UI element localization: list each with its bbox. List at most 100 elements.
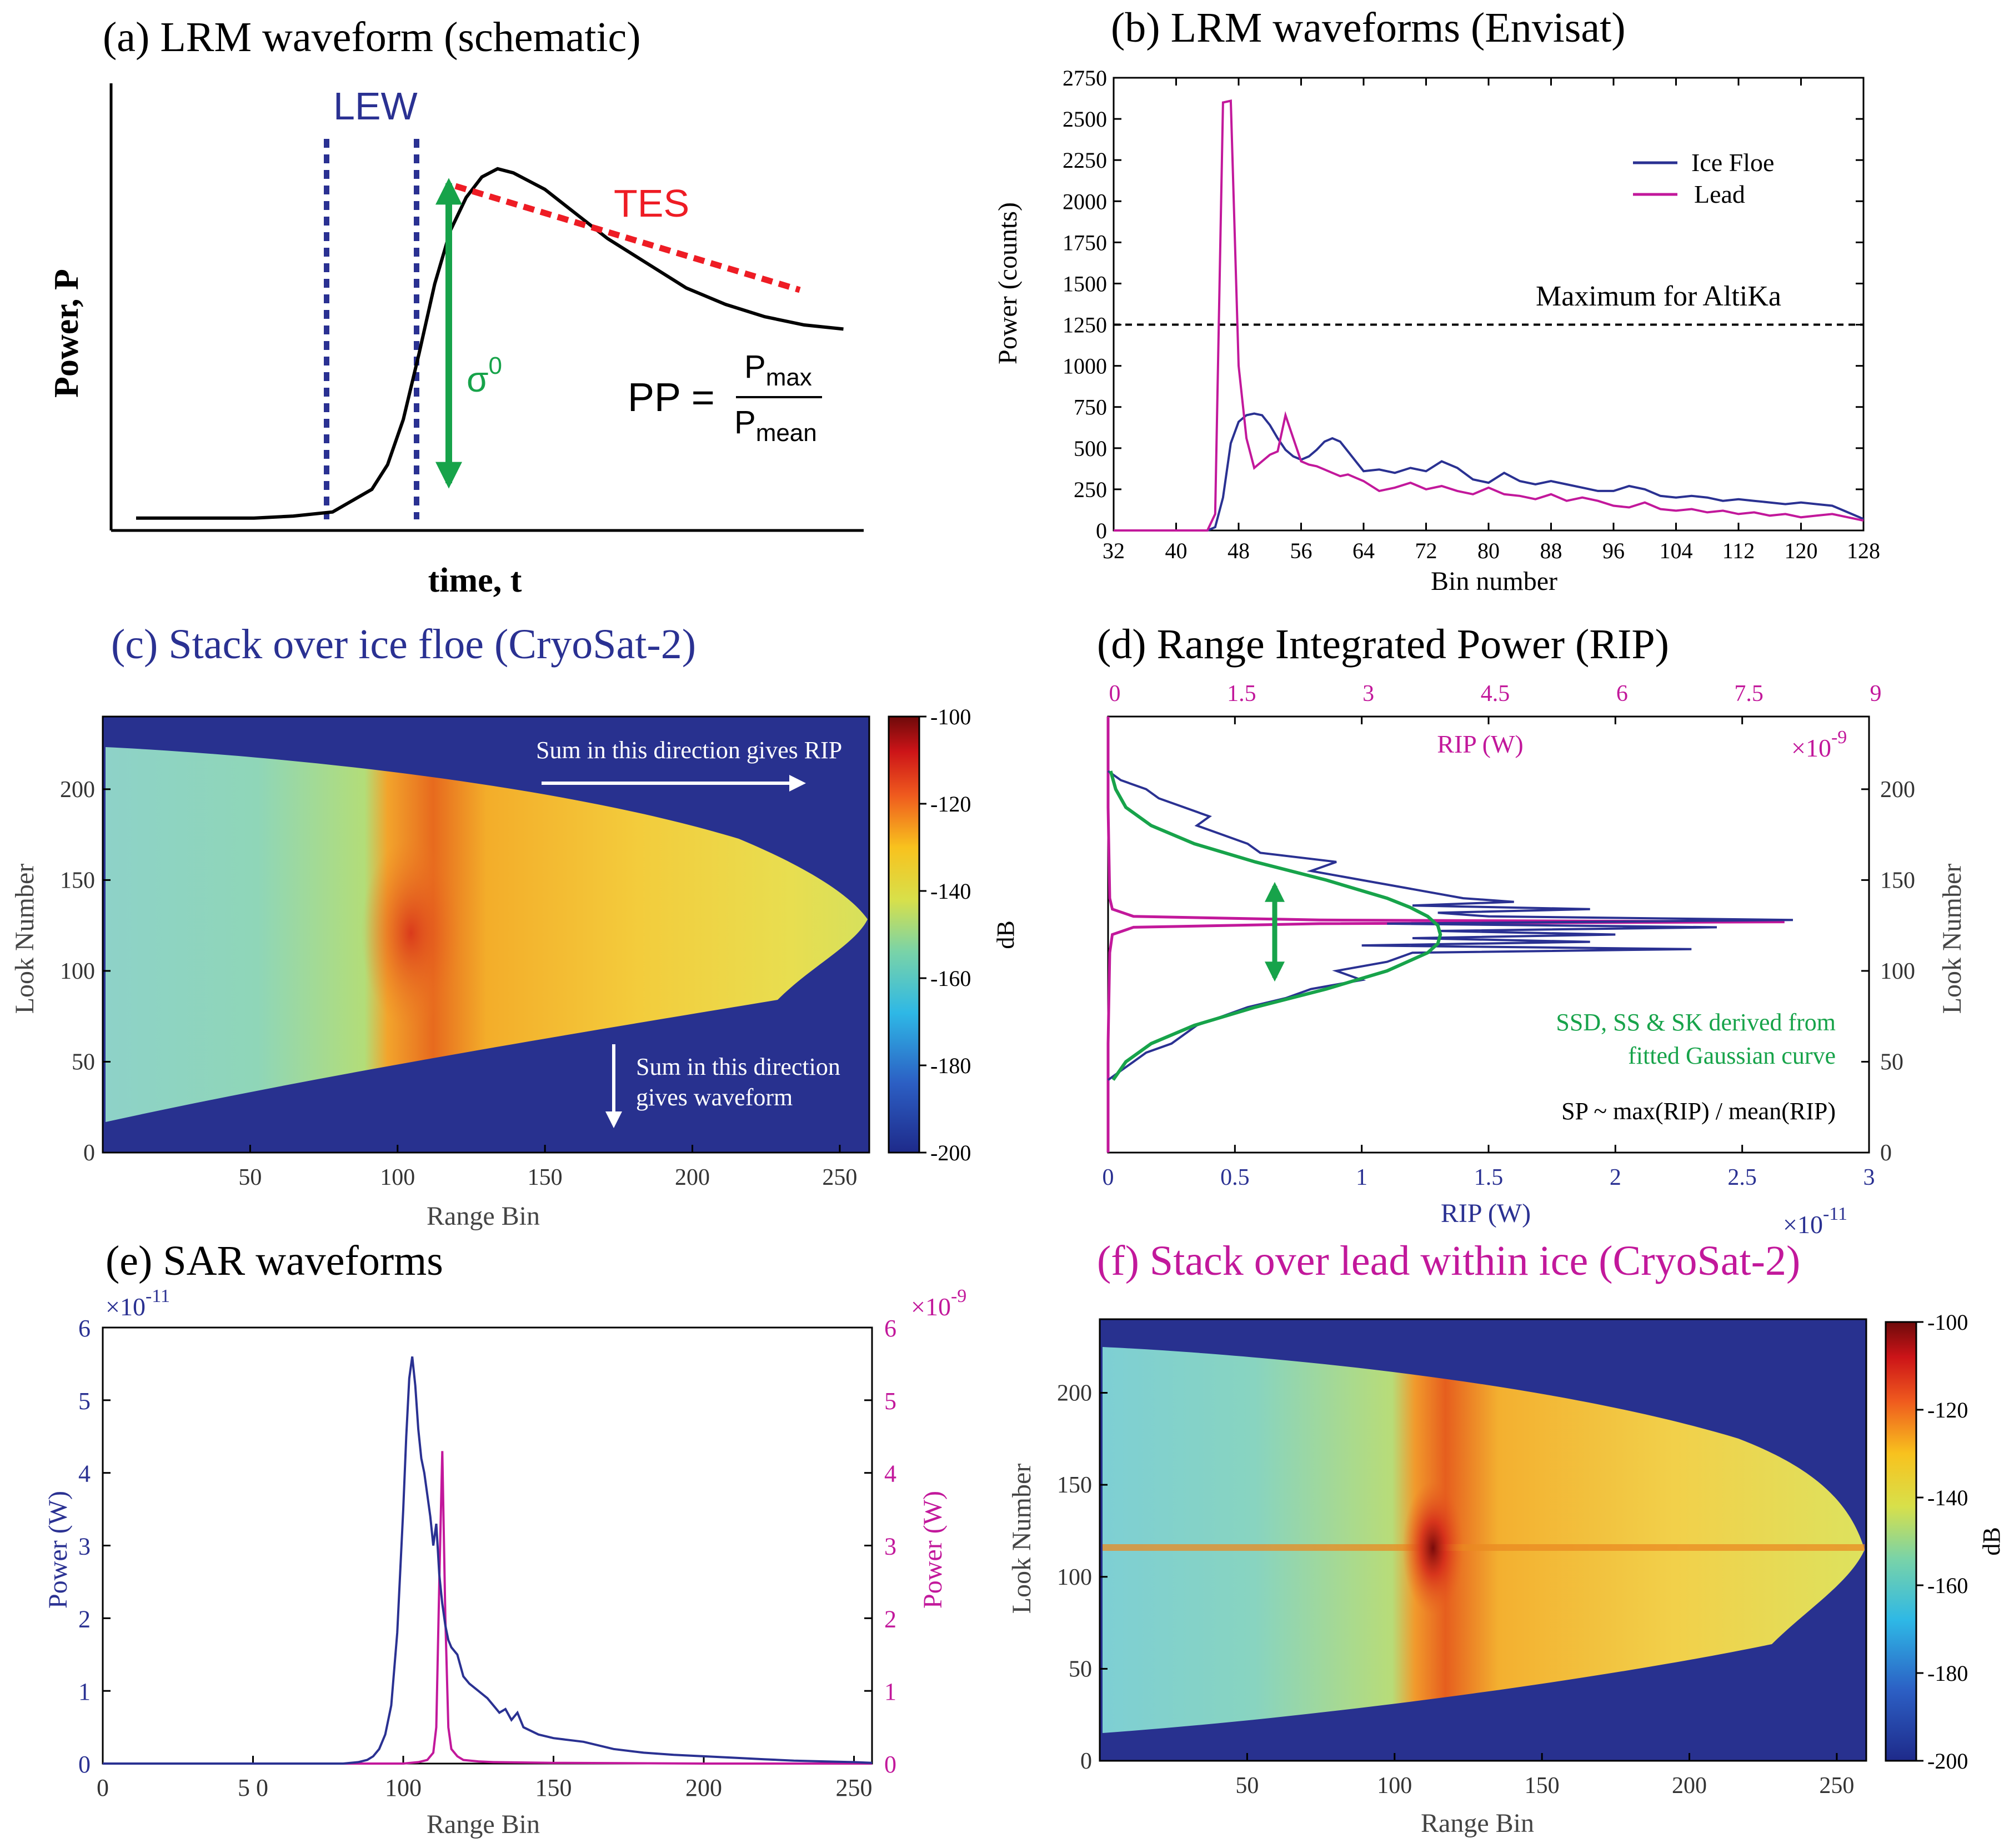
panel-b-y-tick-label: 1000 — [1063, 354, 1107, 379]
panel-f-colorbar-tick-label: -100 — [1927, 1310, 1968, 1335]
panel-d-bottom-tick-label: 0.5 — [1220, 1165, 1250, 1190]
panel-e-left-scale: ×10-11 — [106, 1286, 170, 1321]
panel-c-y-ticks: 0 50 100 150 200 — [60, 777, 111, 1166]
panel-c-x-tick-label: 150 — [528, 1165, 563, 1190]
panel-d-top-scale: ×10-9 — [1791, 727, 1847, 762]
panel-f-y-tick-label: 200 — [1057, 1381, 1092, 1406]
panel-b-y-ticks: 0 250 500 750 1000 1250 1500 1750 2000 2250 2500 27… — [1063, 66, 1863, 543]
panel-d-y-tick-label: 50 — [1880, 1049, 1903, 1075]
sp-note: SP ~ max(RIP) / mean(RIP) — [1561, 1098, 1836, 1125]
panel-c-title: (c) Stack over ice floe (CryoSat-2) — [111, 621, 696, 668]
panel-d-y-tick-label: 150 — [1880, 868, 1915, 893]
panel-c-colorbar-tick-label: -160 — [930, 966, 971, 991]
panel-b-y-tick-label: 1500 — [1063, 271, 1107, 296]
panel-e-left-tick-label: 1 — [78, 1678, 91, 1705]
panel-d-bottom-scale: ×10-11 — [1783, 1204, 1847, 1239]
panel-b-x-tick-label: 96 — [1602, 538, 1625, 563]
rip-lead-series — [1106, 717, 1785, 1153]
panel-e-right-ylabel: Power (W) — [918, 1491, 948, 1609]
panel-d-top-tick-label: 7.5 — [1734, 681, 1763, 707]
panel-e-x-tick-label: 5 0 — [238, 1774, 268, 1801]
panel-f-frame — [1099, 1318, 1867, 1762]
panel-c-colorbar-tick-label: -120 — [930, 792, 971, 817]
sigma-label: σ0 — [467, 352, 502, 399]
panel-f-y-tick-label: 150 — [1057, 1473, 1092, 1498]
panel-c-stack — [106, 747, 868, 1122]
panel-e-right-tick-label: 1 — [884, 1678, 896, 1705]
panel-c-x-tick-label: 200 — [675, 1165, 710, 1190]
panel-d-top-tick-label: 3 — [1362, 681, 1374, 707]
panel-f-colorbar-tick-label: -120 — [1927, 1398, 1968, 1423]
panel-d-title: (d) Range Integrated Power (RIP) — [1097, 621, 1669, 668]
panel-f-lead-band — [1103, 1544, 1865, 1551]
panel-c: (c) Stack over ice floe (CryoSat-2) 0 50 1… — [10, 621, 1019, 1231]
panel-d-bottom-tick-label: 1.5 — [1474, 1165, 1504, 1190]
panel-b-title: (b) LRM waveforms (Envisat) — [1111, 4, 1626, 51]
panel-d-bottom-ticks: 0 0.5 1 1.5 2 2.5 3 — [1103, 1145, 1875, 1190]
panel-b-x-tick-label: 88 — [1540, 538, 1562, 563]
panel-a-title: (a) LRM waveform (schematic) — [103, 14, 641, 61]
panel-e-right-scale: ×10-9 — [911, 1286, 966, 1321]
panel-f-colorbar-tick-label: -140 — [1927, 1485, 1968, 1510]
panel-b-x-tick-label: 120 — [1785, 538, 1818, 563]
panel-d-top-tick-label: 9 — [1870, 681, 1882, 707]
sar-ice-floe-series — [103, 1356, 873, 1765]
panel-c-x-ticks: 50 100 150 200 250 — [238, 1145, 857, 1190]
panel-d-top-xlabel: RIP (W) — [1437, 730, 1523, 758]
panel-c-y-tick-label: 0 — [83, 1140, 95, 1166]
panel-e-left-ylabel: Power (W) — [43, 1491, 73, 1609]
panel-b-y-tick-label: 1250 — [1063, 313, 1107, 338]
panel-e-title: (e) SAR waveforms — [106, 1238, 443, 1284]
panel-d-y-tick-label: 200 — [1880, 777, 1915, 803]
panel-b-x-tick-label: 48 — [1228, 538, 1250, 563]
panel-e-right-ticks: 0 1 2 3 4 5 6 — [864, 1315, 896, 1778]
panel-d-bottom-tick-label: 2 — [1610, 1165, 1621, 1190]
tes-line — [454, 183, 801, 293]
pp-label: PP = — [628, 375, 715, 420]
panel-c-colorbar-ticks: -100 -120 -140 -160 -180 -200 — [919, 704, 971, 1165]
panel-f-xlabel: Range Bin — [1421, 1809, 1534, 1838]
panel-d-top-tick-label: 4.5 — [1481, 681, 1510, 707]
panel-f-colorbar-label: dB — [1978, 1527, 2005, 1555]
panel-f-title: (f) Stack over lead within ice (CryoSat-… — [1097, 1238, 1800, 1284]
panel-f-x-tick-label: 50 — [1235, 1773, 1259, 1799]
panel-e-x-tick-label: 250 — [836, 1774, 873, 1801]
panel-d-top-tick-label: 1.5 — [1227, 681, 1256, 707]
panel-d-top-tick-label: 6 — [1616, 681, 1628, 707]
panel-f-colorbar-tick-label: -200 — [1927, 1749, 1968, 1774]
panel-c-y-tick-label: 200 — [60, 777, 95, 803]
panel-d-y-tick-label: 100 — [1880, 959, 1915, 984]
panel-b-x-ticks: 32 40 48 56 64 72 80 88 96 104 112 120 128 — [1103, 78, 1880, 563]
ssd-note-1: SSD, SS & SK derived from — [1556, 1009, 1836, 1036]
panel-f: (f) Stack over lead within ice (CryoSat-… — [1007, 1238, 2005, 1838]
legend-ice-floe-label: Ice Floe — [1691, 148, 1774, 177]
rip-direction-label: Sum in this direction gives RIP — [536, 737, 842, 764]
panel-f-stack — [1103, 1347, 1865, 1733]
panel-e-left-tick-label: 2 — [78, 1605, 91, 1632]
panel-f-y-tick-label: 0 — [1080, 1749, 1092, 1774]
panel-c-frame — [102, 715, 870, 1154]
panel-b-y-tick-label: 500 — [1074, 436, 1107, 461]
panel-f-hotspot — [1402, 1481, 1464, 1615]
panel-f-x-ticks: 50 100 150 200 250 — [1235, 1753, 1854, 1799]
panel-b-y-tick-label: 750 — [1074, 395, 1107, 420]
altika-max-label: Maximum for AltiKa — [1536, 281, 1781, 312]
panel-d-ylabel: Look Number — [1937, 864, 1967, 1014]
panel-b-ylabel: Power (counts) — [993, 202, 1023, 364]
panel-f-x-tick-label: 100 — [1377, 1773, 1412, 1799]
pmax-label: Pmax — [744, 349, 812, 391]
panel-c-hotspot — [361, 839, 461, 1028]
panel-b-y-tick-label: 2250 — [1063, 148, 1107, 173]
panel-b-y-tick-label: 2500 — [1063, 107, 1107, 132]
panel-e-right-tick-label: 0 — [884, 1751, 896, 1778]
panel-e-right-tick-label: 3 — [884, 1533, 896, 1560]
panel-d-bottom-tick-label: 0 — [1103, 1165, 1114, 1190]
pmean-label: Pmean — [734, 404, 817, 447]
panel-b-x-tick-label: 80 — [1477, 538, 1500, 563]
panel-c-colorbar-label: dB — [992, 920, 1019, 949]
panel-f-colorbar — [1885, 1321, 1917, 1762]
panel-e-x-tick-label: 150 — [535, 1774, 572, 1801]
panel-a-ylabel: Power, P — [48, 269, 86, 398]
panel-f-y-ticks: 0 50 100 150 200 — [1057, 1381, 1108, 1774]
panel-d-bottom-tick-label: 2.5 — [1727, 1165, 1757, 1190]
